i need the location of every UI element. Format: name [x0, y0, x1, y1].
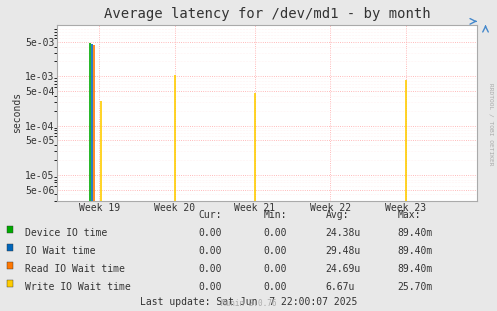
Text: 0.00: 0.00 [263, 246, 287, 256]
Text: 29.48u: 29.48u [326, 246, 361, 256]
Text: Munin 2.0.76: Munin 2.0.76 [221, 299, 276, 308]
Text: Avg:: Avg: [326, 210, 349, 220]
Text: Write IO Wait time: Write IO Wait time [25, 282, 131, 292]
Text: Cur:: Cur: [199, 210, 222, 220]
Text: 89.40m: 89.40m [398, 264, 433, 274]
Text: 0.00: 0.00 [199, 246, 222, 256]
Text: 0.00: 0.00 [199, 264, 222, 274]
Text: IO Wait time: IO Wait time [25, 246, 95, 256]
Title: Average latency for /dev/md1 - by month: Average latency for /dev/md1 - by month [104, 7, 430, 21]
Text: 24.38u: 24.38u [326, 228, 361, 238]
Text: 89.40m: 89.40m [398, 228, 433, 238]
Text: 0.00: 0.00 [263, 228, 287, 238]
Text: 89.40m: 89.40m [398, 246, 433, 256]
Text: 0.00: 0.00 [199, 282, 222, 292]
Text: Last update: Sat Jun  7 22:00:07 2025: Last update: Sat Jun 7 22:00:07 2025 [140, 297, 357, 307]
Text: Read IO Wait time: Read IO Wait time [25, 264, 125, 274]
Text: RRDTOOL / TOBI OETIKER: RRDTOOL / TOBI OETIKER [489, 83, 494, 166]
Text: 0.00: 0.00 [199, 228, 222, 238]
Text: Device IO time: Device IO time [25, 228, 107, 238]
Text: Min:: Min: [263, 210, 287, 220]
Text: Max:: Max: [398, 210, 421, 220]
Y-axis label: seconds: seconds [12, 92, 22, 133]
Text: 0.00: 0.00 [263, 282, 287, 292]
Text: 6.67u: 6.67u [326, 282, 355, 292]
Text: 25.70m: 25.70m [398, 282, 433, 292]
Text: 24.69u: 24.69u [326, 264, 361, 274]
Text: 0.00: 0.00 [263, 264, 287, 274]
